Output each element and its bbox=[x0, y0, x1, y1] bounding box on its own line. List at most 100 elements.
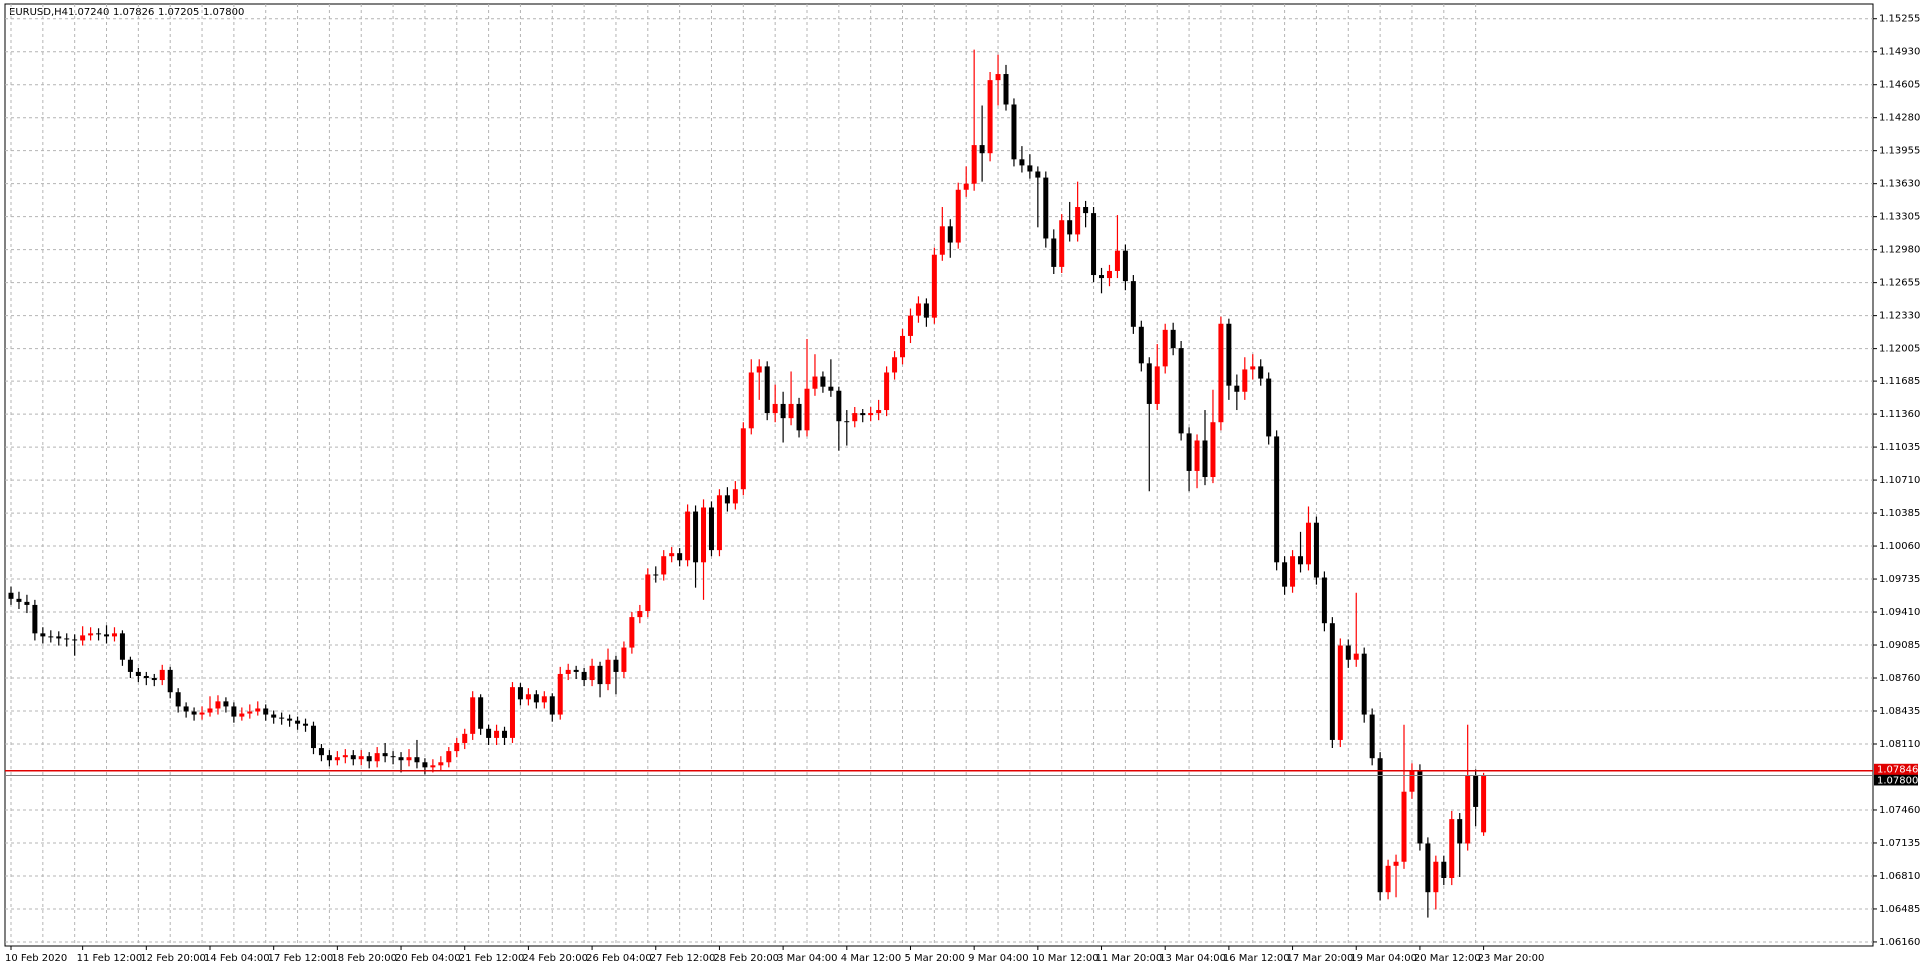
x-tick-label: 18 Feb 20:00 bbox=[331, 953, 397, 964]
y-tick-label: 1.13955 bbox=[1879, 146, 1920, 157]
candle-body bbox=[422, 762, 428, 768]
candle-body bbox=[350, 755, 356, 760]
candle-body bbox=[995, 74, 1001, 81]
candle-body bbox=[24, 601, 30, 605]
candle-body bbox=[366, 756, 372, 762]
ask-label: 1.07846 bbox=[1877, 764, 1918, 775]
y-tick-label: 1.15255 bbox=[1879, 14, 1920, 25]
candle-body bbox=[1305, 522, 1311, 565]
candle-body bbox=[167, 669, 173, 693]
candle-body bbox=[1385, 865, 1391, 893]
candle-body bbox=[844, 421, 850, 423]
candle-body bbox=[820, 376, 826, 387]
candle-body bbox=[645, 574, 651, 612]
candle-body bbox=[32, 604, 38, 634]
candle-body bbox=[724, 495, 730, 504]
candle-body bbox=[573, 669, 579, 672]
candle-body bbox=[860, 413, 866, 416]
candle-body bbox=[96, 633, 102, 635]
y-tick-label: 1.06485 bbox=[1879, 904, 1920, 915]
candle-body bbox=[446, 751, 452, 763]
candle-body bbox=[629, 617, 635, 648]
candle-body bbox=[1170, 329, 1176, 349]
candle-body bbox=[263, 708, 269, 715]
candle-body bbox=[812, 376, 818, 389]
candle-body bbox=[119, 633, 125, 660]
y-tick-label: 1.14605 bbox=[1879, 80, 1920, 91]
y-tick-label: 1.13305 bbox=[1879, 212, 1920, 223]
y-tick-label: 1.11035 bbox=[1879, 442, 1920, 453]
grid bbox=[5, 4, 1873, 946]
candle-body bbox=[947, 226, 953, 243]
candle-body bbox=[1051, 238, 1057, 267]
candle-body bbox=[1218, 323, 1224, 423]
y-tick-label: 1.12655 bbox=[1879, 278, 1920, 289]
candle-body bbox=[1210, 422, 1216, 478]
candle-body bbox=[613, 659, 619, 672]
candle-body bbox=[430, 765, 436, 768]
candle-body bbox=[533, 694, 539, 703]
candle-body bbox=[517, 687, 523, 700]
candle-body bbox=[677, 553, 683, 561]
candle-body bbox=[1035, 171, 1041, 178]
y-tick-label: 1.08435 bbox=[1879, 706, 1920, 717]
candle-body bbox=[1099, 275, 1105, 279]
candle-body bbox=[310, 725, 316, 749]
candle-body bbox=[1393, 861, 1399, 866]
candle-body bbox=[279, 717, 285, 719]
candle-body bbox=[1186, 433, 1192, 471]
candle-body bbox=[462, 733, 468, 743]
y-tick-label: 1.10710 bbox=[1879, 475, 1920, 486]
candle-body bbox=[191, 711, 197, 715]
candle-body bbox=[271, 714, 277, 718]
candle-body bbox=[40, 633, 46, 637]
x-tick-label: 16 Mar 12:00 bbox=[1223, 953, 1290, 964]
ask-label-bg bbox=[1874, 763, 1918, 775]
candle-body bbox=[406, 757, 412, 761]
candle-body bbox=[923, 303, 929, 318]
candle-body bbox=[1417, 770, 1423, 844]
candle-body bbox=[1441, 861, 1447, 878]
candle-body bbox=[1337, 645, 1343, 740]
candle-body bbox=[597, 665, 603, 685]
candle-body bbox=[661, 556, 667, 575]
candle-body bbox=[716, 495, 722, 551]
candle-body bbox=[915, 303, 921, 316]
candle-body bbox=[111, 633, 117, 637]
candle-body bbox=[414, 757, 420, 763]
candle-body bbox=[1083, 207, 1089, 214]
candle-body bbox=[1282, 562, 1288, 587]
candle-body bbox=[1178, 348, 1184, 434]
y-tick-label: 1.06160 bbox=[1879, 937, 1920, 948]
candle-body bbox=[756, 366, 762, 373]
candle-body bbox=[1465, 775, 1471, 844]
candle-body bbox=[223, 701, 229, 707]
y-tick-label: 1.09085 bbox=[1879, 640, 1920, 651]
candle-body bbox=[502, 730, 508, 738]
candle-body bbox=[764, 366, 770, 414]
x-tick-label: 14 Feb 04:00 bbox=[204, 953, 270, 964]
y-tick-label: 1.09410 bbox=[1879, 607, 1920, 618]
candle-body bbox=[1457, 819, 1463, 844]
candle-body bbox=[1154, 366, 1160, 404]
candle-body bbox=[589, 665, 595, 681]
candle-body bbox=[804, 388, 810, 431]
candle-body bbox=[1369, 714, 1375, 759]
candle-body bbox=[701, 507, 707, 563]
candle-body bbox=[16, 598, 22, 602]
candle-body bbox=[1321, 577, 1327, 624]
y-tick-label: 1.12330 bbox=[1879, 311, 1920, 322]
candle-body bbox=[1146, 363, 1152, 404]
candle-body bbox=[358, 756, 364, 760]
y-tick-label: 1.12980 bbox=[1879, 245, 1920, 256]
x-tick-label: 24 Feb 20:00 bbox=[522, 953, 588, 964]
candle-body bbox=[303, 723, 309, 726]
x-tick-label: 10 Mar 12:00 bbox=[1032, 953, 1099, 964]
candle-body bbox=[326, 755, 332, 761]
candle-body bbox=[1473, 775, 1479, 807]
candle-body bbox=[772, 403, 778, 414]
x-tick-label: 17 Mar 20:00 bbox=[1287, 953, 1354, 964]
bid-label: 1.07800 bbox=[1877, 775, 1918, 786]
candle-body bbox=[748, 372, 754, 429]
